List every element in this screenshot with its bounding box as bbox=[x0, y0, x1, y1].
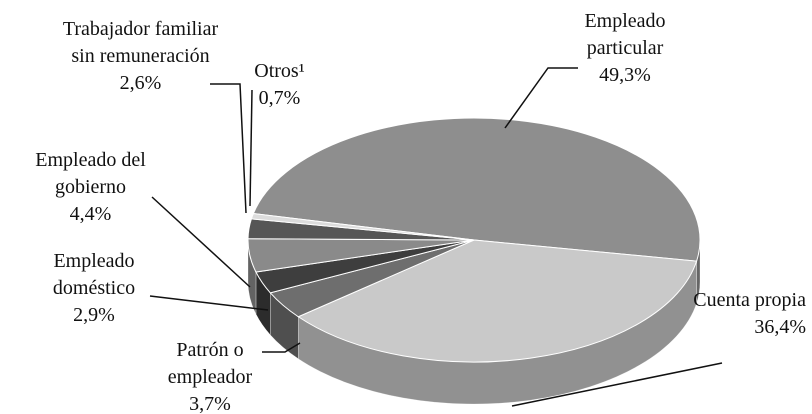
category-label: Trabajador familiar sin remuneración bbox=[62, 18, 219, 67]
value-label: 4,4% bbox=[69, 203, 112, 225]
category-label: Patrón o empleador bbox=[167, 339, 253, 388]
leader-line bbox=[504, 67, 578, 129]
category-label: Empleado del gobierno bbox=[35, 149, 146, 198]
value-label: 2,9% bbox=[73, 304, 115, 326]
value-label: 49,3% bbox=[599, 64, 651, 86]
data-label: Empleado doméstico 2,9% bbox=[28, 248, 160, 329]
side-shade bbox=[248, 240, 256, 315]
side-shade bbox=[298, 261, 697, 404]
data-label: Otros¹ 0,7% bbox=[232, 58, 327, 112]
slice bbox=[297, 239, 698, 363]
category-label: Cuenta propia bbox=[693, 289, 806, 311]
value-label: 2,6% bbox=[119, 72, 162, 94]
leader-line bbox=[262, 342, 301, 353]
data-label: Empleado particular 49,3% bbox=[560, 8, 690, 89]
leader-line bbox=[210, 83, 247, 214]
category-label: Otros¹ bbox=[254, 60, 305, 82]
data-label: Patrón o empleador 3,7% bbox=[145, 337, 275, 414]
leader-line bbox=[511, 362, 723, 407]
data-label: Trabajador familiar sin remuneración 2,6% bbox=[58, 16, 223, 97]
side-shade bbox=[696, 240, 700, 304]
leader-line bbox=[151, 196, 251, 288]
value-label: 0,7% bbox=[258, 87, 301, 109]
leader-line bbox=[249, 89, 253, 207]
leader-line bbox=[149, 295, 269, 311]
slice bbox=[250, 213, 475, 241]
value-label: 36,4% bbox=[754, 316, 806, 338]
slice bbox=[252, 117, 701, 262]
data-label: Cuenta propia 36,4% bbox=[688, 287, 806, 341]
value-label: 3,7% bbox=[189, 393, 231, 414]
category-label: Empleado doméstico bbox=[52, 250, 136, 299]
side-shade bbox=[255, 272, 271, 335]
side-shade bbox=[270, 292, 299, 359]
data-label: Empleado del gobierno 4,4% bbox=[8, 147, 173, 228]
category-label: Empleado particular bbox=[584, 10, 666, 59]
